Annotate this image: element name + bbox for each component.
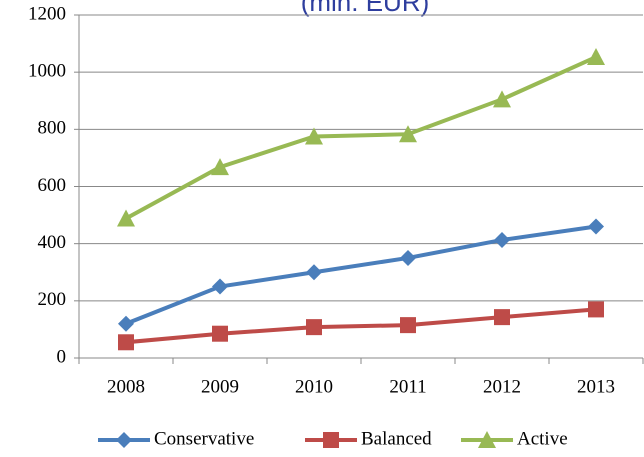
x-tick-label: 2008 [107, 376, 145, 397]
data-point [305, 127, 323, 145]
x-tick-label: 2011 [389, 376, 426, 397]
data-point [399, 125, 417, 143]
y-tick-label: 600 [38, 175, 67, 196]
data-point [118, 315, 134, 332]
data-point [212, 278, 228, 295]
y-tick-label: 400 [38, 232, 67, 253]
data-point [587, 48, 605, 66]
y-tick-label: 1200 [28, 3, 66, 24]
y-tick-label: 1000 [28, 61, 66, 82]
y-tick-label: 0 [57, 346, 67, 367]
data-point [494, 309, 510, 326]
y-tick-label: 200 [38, 289, 67, 310]
legend-marker [323, 432, 339, 448]
x-tick-label: 2013 [577, 376, 615, 397]
series-line [125, 55, 597, 221]
legend-marker [116, 432, 132, 448]
data-point [493, 90, 511, 108]
x-tick-label: 2009 [201, 376, 239, 397]
data-point [400, 317, 416, 334]
legend-label: Conservative [154, 428, 254, 449]
data-point [400, 249, 416, 266]
series-line [125, 224, 597, 326]
legend-label: Active [517, 428, 568, 449]
legend-label: Balanced [361, 428, 432, 449]
data-point [588, 218, 604, 235]
data-point [117, 209, 135, 227]
data-point [306, 264, 322, 281]
chart-title: (mln. EUR) [301, 0, 430, 17]
series-line [125, 307, 597, 345]
data-point [212, 325, 228, 342]
data-point [588, 301, 604, 318]
data-point [118, 334, 134, 351]
y-tick-label: 800 [38, 118, 67, 139]
x-tick-label: 2010 [295, 376, 333, 397]
x-tick-label: 2012 [483, 376, 521, 397]
legend-marker [478, 431, 496, 448]
data-point [494, 231, 510, 248]
data-point [306, 319, 322, 336]
data-point [211, 158, 229, 176]
